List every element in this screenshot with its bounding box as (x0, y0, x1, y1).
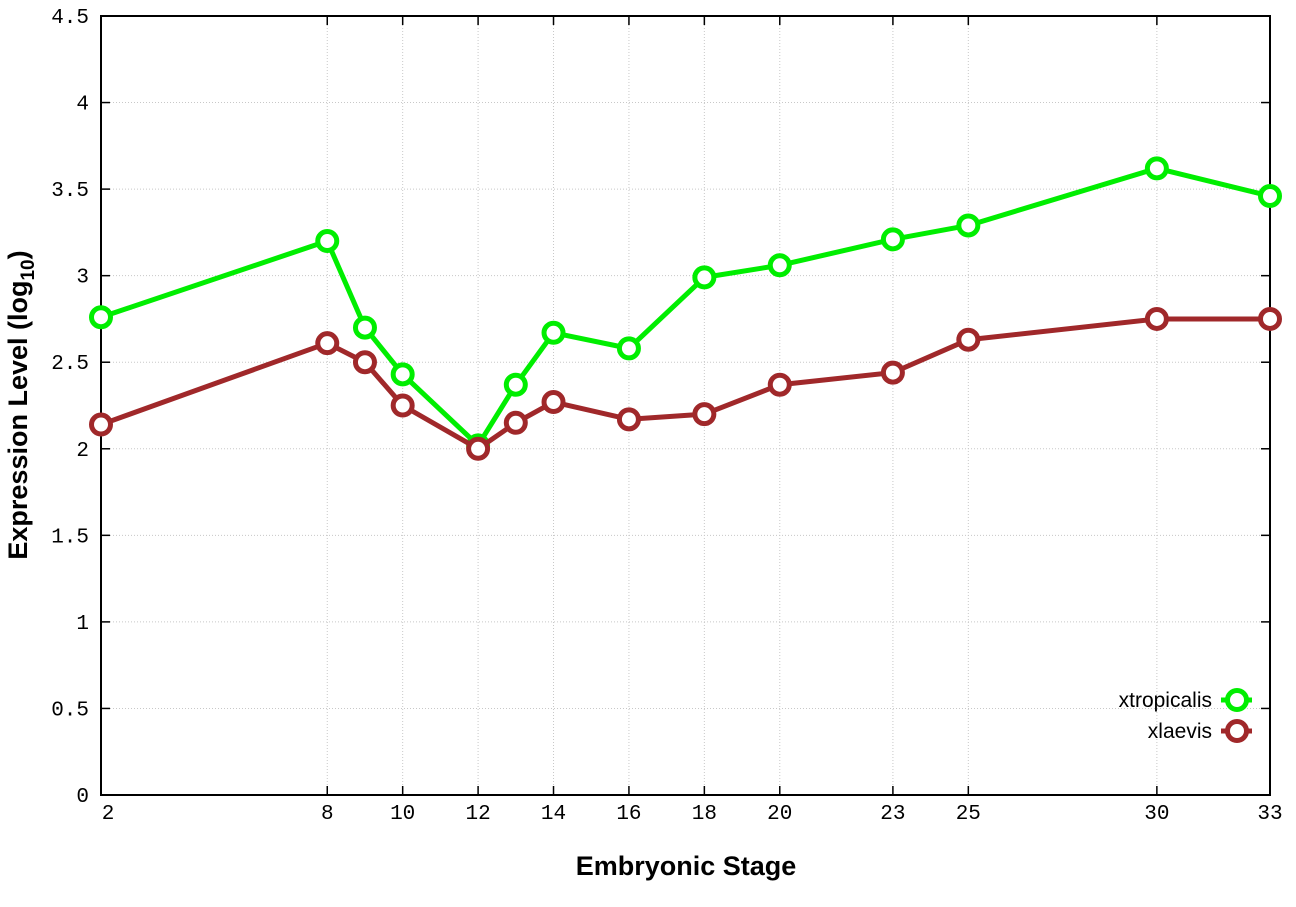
x-tick-label: 16 (616, 803, 641, 826)
x-tick-label: 18 (692, 803, 717, 826)
data-point (880, 227, 905, 252)
data-point (390, 393, 415, 418)
plot-frame (100, 15, 1271, 796)
data-point (956, 327, 981, 352)
y-axis-label-subscript: 10 (18, 259, 39, 280)
y-tick-label: 0.5 (51, 699, 89, 722)
data-point (315, 331, 340, 356)
y-tick-label: 2.5 (51, 353, 89, 376)
legend-marker (1225, 719, 1249, 743)
data-point (503, 372, 528, 397)
ticks: 2 8 10 12 14 16 18 20 23 25 30 33 0 0.5 1 1.5 2 2.5 3 3.5 4 4… (51, 7, 1282, 826)
data-point (880, 360, 905, 385)
data-point (1258, 184, 1282, 209)
x-tick-label: 30 (1144, 803, 1169, 826)
x-tick-label: 12 (465, 803, 490, 826)
data-point (1144, 306, 1169, 331)
x-tick-label: 20 (767, 803, 792, 826)
x-tick-label: 2 (102, 803, 115, 826)
legend-label: xlaevis (1148, 720, 1212, 743)
x-tick-label: 33 (1257, 803, 1282, 826)
data-point (541, 320, 566, 345)
data-point (692, 265, 717, 290)
y-tick-label: 3 (76, 267, 89, 290)
data-point (616, 407, 641, 432)
x-axis-label: Embryonic Stage (576, 851, 797, 881)
series-xtropicalis (89, 156, 1282, 458)
data-point (956, 213, 981, 238)
data-point (352, 315, 377, 340)
legend: xtropicalis xlaevis (1119, 688, 1252, 743)
legend-label: xtropicalis (1119, 689, 1212, 712)
data-point (503, 410, 528, 435)
data-point (1258, 306, 1282, 331)
data-point (352, 350, 377, 375)
x-tick-label: 14 (541, 803, 566, 826)
grid (101, 16, 1270, 795)
data-point (767, 372, 792, 397)
data-point (315, 229, 340, 254)
y-tick-label: 0 (76, 786, 89, 809)
x-tick-label: 8 (321, 803, 334, 826)
data-point (466, 436, 491, 461)
series-line (100, 316, 1270, 452)
data-point (616, 336, 641, 361)
x-tick-label: 10 (390, 803, 415, 826)
y-axis-label: Expression Level (log10) (3, 250, 39, 559)
y-tick-label: 4.5 (51, 7, 89, 30)
data-point (89, 412, 113, 437)
x-tick-label: 25 (956, 803, 981, 826)
data-point (390, 362, 415, 387)
data-point (767, 253, 792, 278)
data-point (541, 390, 566, 415)
series (89, 156, 1282, 461)
y-tick-label: 1.5 (51, 526, 89, 549)
legend-marker (1225, 688, 1249, 712)
data-point (89, 305, 113, 330)
y-tick-label: 1 (76, 613, 89, 636)
series-line (100, 165, 1271, 448)
y-tick-label: 2 (76, 440, 89, 463)
series-xlaevis (89, 306, 1282, 461)
data-point (692, 402, 717, 427)
data-point (1144, 156, 1169, 181)
y-tick-label: 4 (76, 94, 89, 117)
y-tick-label: 3.5 (51, 180, 89, 203)
x-tick-label: 23 (880, 803, 905, 826)
